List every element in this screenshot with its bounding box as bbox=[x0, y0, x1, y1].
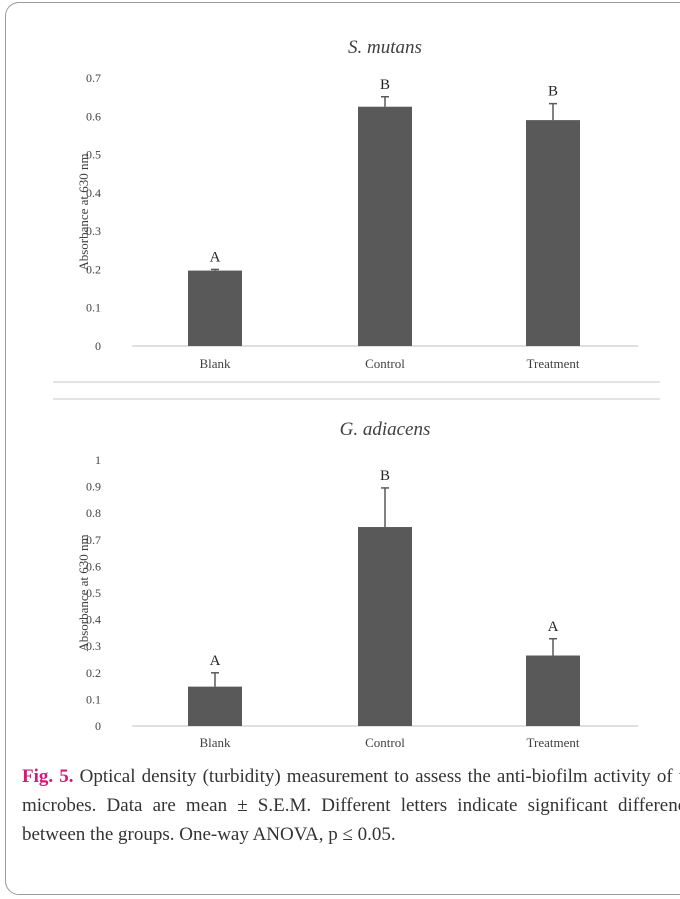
bar-blank bbox=[188, 270, 242, 346]
group-letter-blank: A bbox=[210, 653, 221, 669]
y-tick-label: 0.8 bbox=[86, 506, 101, 520]
caption-label: Fig. 5. bbox=[22, 766, 74, 787]
x-tick-label-blank: Blank bbox=[199, 735, 231, 750]
x-tick-label-treatment: Treatment bbox=[527, 735, 580, 750]
y-tick-label: 0 bbox=[95, 339, 101, 353]
group-letter-control: B bbox=[380, 77, 390, 93]
y-tick-label: 0.9 bbox=[86, 480, 101, 494]
caption-text: Optical density (turbidity) measurement … bbox=[22, 766, 680, 845]
x-tick-label-control: Control bbox=[365, 356, 405, 371]
y-tick-label: 0.2 bbox=[86, 666, 101, 680]
figure-charts: S. mutans Absorbance at 630 nm 0 0.1 0.2 0.3 0… bbox=[53, 37, 660, 750]
group-letter-treatment: B bbox=[548, 84, 558, 100]
chart-title: S. mutans bbox=[348, 37, 422, 58]
y-axis-label: Absorbance at 630 nm bbox=[76, 153, 91, 270]
y-tick-label: 0.6 bbox=[86, 559, 101, 573]
y-tick-label: 0.4 bbox=[86, 613, 101, 627]
y-tick-label: 0.4 bbox=[86, 186, 101, 200]
group-letter-control: B bbox=[380, 468, 390, 484]
y-tick-label: 1 bbox=[95, 453, 101, 467]
bar-treatment bbox=[526, 655, 580, 726]
group-letter-treatment: A bbox=[548, 619, 559, 635]
x-tick-label-control: Control bbox=[365, 735, 405, 750]
bar-control bbox=[358, 527, 412, 726]
group-letter-blank: A bbox=[210, 249, 221, 265]
bar-control bbox=[358, 106, 412, 346]
y-tick-label: 0.5 bbox=[86, 148, 101, 162]
y-tick-label: 0.1 bbox=[86, 692, 101, 706]
y-tick-label: 0.2 bbox=[86, 262, 101, 276]
figure-frame bbox=[5, 2, 680, 895]
y-tick-label: 0.3 bbox=[86, 639, 101, 653]
figure-caption: Fig. 5. Optical density (turbidity) meas… bbox=[22, 762, 680, 849]
x-tick-label-treatment: Treatment bbox=[527, 356, 580, 371]
y-tick-label: 0.7 bbox=[86, 71, 101, 85]
chart-title: G. adiacens bbox=[340, 419, 431, 440]
y-tick-label: 0.6 bbox=[86, 109, 101, 123]
bar-blank bbox=[188, 686, 242, 726]
y-tick-label: 0.7 bbox=[86, 533, 101, 547]
x-tick-label-blank: Blank bbox=[199, 356, 231, 371]
y-tick-label: 0.3 bbox=[86, 224, 101, 238]
y-axis-label: Absorbance at 630 nm bbox=[76, 534, 91, 651]
bar-treatment bbox=[526, 120, 580, 346]
y-tick-label: 0.5 bbox=[86, 586, 101, 600]
y-tick-label: 0.1 bbox=[86, 301, 101, 315]
y-tick-label: 0 bbox=[95, 719, 101, 733]
